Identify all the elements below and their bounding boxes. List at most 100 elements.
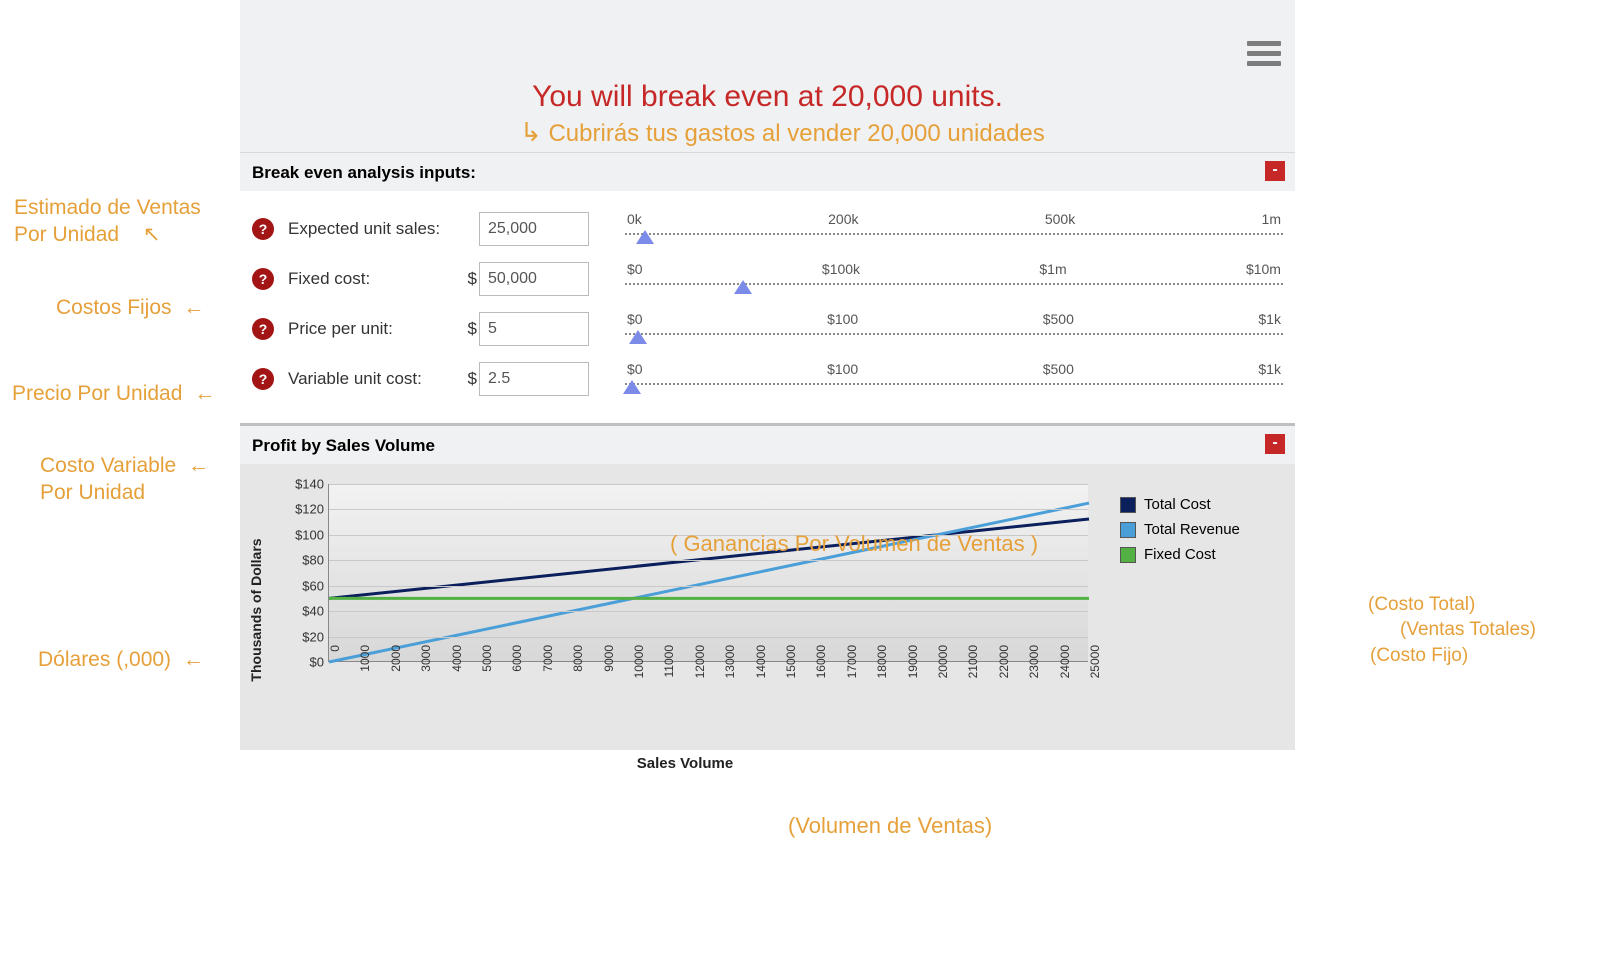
chart-xtick: 8000: [571, 645, 585, 691]
chart-xtick: 22000: [997, 645, 1011, 691]
annotation-fixed-cost: Costos Fijos ←: [56, 294, 204, 321]
chart-xtick: 13000: [723, 645, 737, 691]
slider-thumb[interactable]: [734, 280, 752, 294]
hamburger-icon[interactable]: [1247, 36, 1281, 71]
legend-swatch: [1120, 547, 1136, 563]
chart-plot: [328, 484, 1088, 662]
help-icon[interactable]: ?: [252, 318, 274, 340]
chart-section-title: Profit by Sales Volume: [252, 436, 435, 455]
slider-tick: $1m: [1039, 261, 1066, 277]
slider-tick: $500: [1043, 311, 1074, 327]
chart-legend: Total Cost Total Revenue Fixed Cost: [1120, 496, 1240, 740]
chart-xtick: 10000: [632, 645, 646, 691]
currency-symbol: $: [463, 319, 477, 339]
chart-xtick: 3000: [419, 645, 433, 691]
chart-xtick: 6000: [510, 645, 524, 691]
slider-tick: 200k: [828, 211, 858, 227]
breakeven-headline: You will break even at 20,000 units.: [240, 0, 1295, 152]
slider-thumb[interactable]: [636, 230, 654, 244]
main-panel: You will break even at 20,000 units. Bre…: [240, 0, 1295, 750]
legend-swatch: [1120, 522, 1136, 538]
chart-xtick: 23000: [1027, 645, 1041, 691]
slider[interactable]: $0 $100 $500 $1k: [625, 361, 1283, 397]
slider[interactable]: $0$100k$1m$10m: [625, 261, 1283, 297]
annotation-legend-fc: (Costo Fijo): [1370, 644, 1468, 669]
value-input[interactable]: [479, 362, 589, 396]
annotation-legend-tc: (Costo Total): [1368, 593, 1475, 618]
chart-section-header: Profit by Sales Volume -: [240, 423, 1295, 464]
slider-thumb[interactable]: [629, 330, 647, 344]
chart-xtick: 5000: [480, 645, 494, 691]
slider-tick: 1m: [1262, 211, 1281, 227]
value-input[interactable]: [479, 262, 589, 296]
currency-symbol: $: [463, 369, 477, 389]
help-icon[interactable]: ?: [252, 268, 274, 290]
chart-xtick: 18000: [875, 645, 889, 691]
slider-tick: $0: [627, 311, 643, 327]
annotation-xlabel-trans: (Volumen de Ventas): [788, 812, 992, 841]
chart-xtick: 4000: [450, 645, 464, 691]
chart-block: Thousands of Dollars $0$20$40$60$80$100$…: [240, 464, 1295, 750]
slider-tick: $100: [827, 361, 858, 377]
chart-ytick: $60: [286, 578, 324, 593]
legend-item: Fixed Cost: [1120, 546, 1240, 563]
chart-ytick: $140: [286, 477, 324, 492]
input-row: ?Variable unit cost:$$0$100$500$1k: [252, 361, 1283, 397]
chart-xtick: 9000: [602, 645, 616, 691]
chart-xtick: 14000: [754, 645, 768, 691]
chart-area: Thousands of Dollars $0$20$40$60$80$100$…: [270, 480, 1100, 740]
collapse-inputs-button[interactable]: -: [1265, 161, 1285, 181]
slider[interactable]: 0k200k500k1m: [625, 211, 1283, 247]
chart-ytick: $100: [286, 527, 324, 542]
help-icon[interactable]: ?: [252, 368, 274, 390]
chart-xtick: 16000: [814, 645, 828, 691]
input-row: ?Expected unit sales:0k200k500k1m: [252, 211, 1283, 247]
slider-tick: $500: [1043, 361, 1074, 377]
chart-xlabel: Sales Volume: [637, 755, 733, 772]
chart-xtick: 11000: [662, 645, 676, 691]
annotation-legend-tr: (Ventas Totales): [1400, 618, 1536, 643]
slider-tick: $1k: [1258, 311, 1281, 327]
slider[interactable]: $0$100$500$1k: [625, 311, 1283, 347]
annotation-expected-sales: Estimado de Ventas Por Unidad ↖: [14, 194, 201, 249]
chart-xtick: 24000: [1058, 645, 1072, 691]
chart-ytick: $80: [286, 553, 324, 568]
inputs-section-title: Break even analysis inputs:: [252, 163, 476, 182]
annotation-variable-cost: Costo Variable ← Por Unidad: [40, 452, 209, 507]
chart-xtick: 19000: [906, 645, 920, 691]
legend-item: Total Revenue: [1120, 521, 1240, 538]
inputs-section-header: Break even analysis inputs: -: [240, 152, 1295, 191]
chart-xtick: 25000: [1088, 645, 1102, 691]
chart-xtick: 20000: [936, 645, 950, 691]
field-label: Fixed cost:: [288, 269, 463, 289]
chart-xtick: 12000: [693, 645, 707, 691]
chart-ytick: $120: [286, 502, 324, 517]
annotation-price-unit: Precio Por Unidad ←: [12, 380, 215, 407]
chart-xtick: 21000: [966, 645, 980, 691]
chart-ytick: $20: [286, 629, 324, 644]
chart-xtick: 17000: [845, 645, 859, 691]
collapse-chart-button[interactable]: -: [1265, 434, 1285, 454]
slider-tick: 0k: [627, 211, 642, 227]
input-row: ?Fixed cost:$$0$100k$1m$10m: [252, 261, 1283, 297]
value-input[interactable]: [479, 312, 589, 346]
chart-xtick: 2000: [389, 645, 403, 691]
slider-tick: $1k: [1258, 361, 1281, 377]
field-label: Expected unit sales:: [288, 219, 463, 239]
chart-xtick: 0: [328, 645, 342, 691]
input-row: ?Price per unit:$$0$100$500$1k: [252, 311, 1283, 347]
slider-thumb[interactable]: [623, 380, 641, 394]
legend-label: Total Cost: [1144, 496, 1211, 513]
chart-ytick: $0: [286, 655, 324, 670]
legend-item: Total Cost: [1120, 496, 1240, 513]
help-icon[interactable]: ?: [252, 218, 274, 240]
slider-tick: $0: [627, 261, 643, 277]
value-input[interactable]: [479, 212, 589, 246]
slider-tick: $10m: [1246, 261, 1281, 277]
currency-symbol: $: [463, 269, 477, 289]
slider-tick: $0: [627, 361, 643, 377]
chart-ylabel: Thousands of Dollars: [248, 538, 264, 681]
annotation-dollars: Dólares (,000) ←: [38, 646, 204, 673]
chart-xtick: 7000: [541, 645, 555, 691]
legend-label: Total Revenue: [1144, 521, 1240, 538]
